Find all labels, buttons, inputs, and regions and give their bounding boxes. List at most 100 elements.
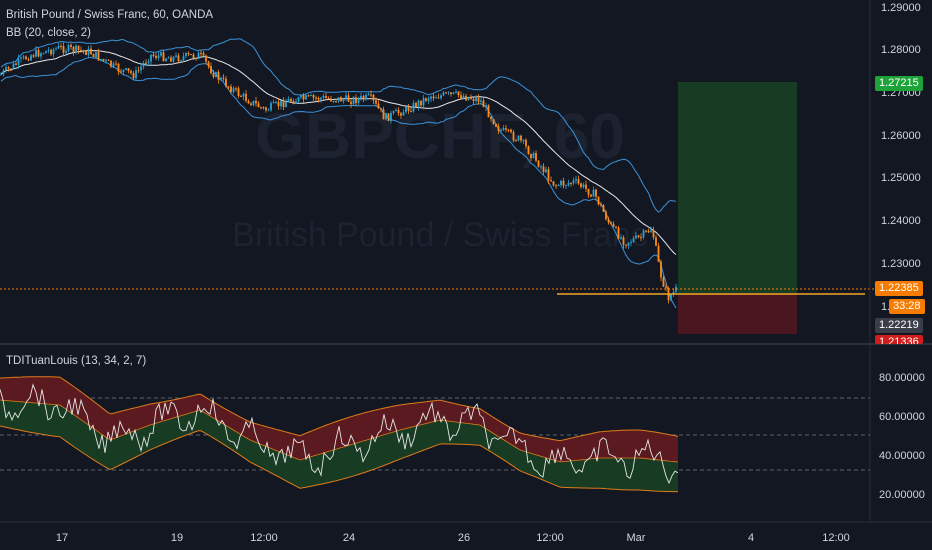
candle — [202, 50, 205, 57]
candle — [332, 100, 335, 104]
oscillator-axis[interactable]: 80.00000 60.00000 40.00000 20.00000 — [879, 372, 925, 501]
candle — [227, 85, 230, 90]
candle — [540, 164, 542, 171]
candle — [505, 124, 507, 133]
candle — [145, 59, 147, 66]
price-tick: 1.23000 — [881, 258, 921, 270]
tdi-indicator-label[interactable]: TDITuanLouis (13, 34, 2, 7) — [6, 355, 147, 367]
candle — [355, 94, 357, 107]
candle — [237, 86, 240, 99]
candle — [445, 91, 447, 94]
candle — [102, 58, 105, 62]
candle — [490, 115, 492, 122]
candle — [595, 188, 597, 201]
candle — [130, 69, 132, 76]
candle — [572, 177, 575, 186]
candle — [422, 94, 425, 110]
time-axis[interactable]: 17 19 12:00 24 26 12:00 Mar 4 12:00 — [56, 532, 850, 544]
tdi-rsi-line — [0, 383, 679, 485]
time-tick: 12:00 — [536, 532, 564, 544]
candle — [530, 153, 532, 162]
candle — [270, 101, 272, 112]
stop-price-tag: 1.21336 — [875, 335, 923, 344]
candle — [325, 92, 327, 99]
candle — [80, 46, 82, 53]
time-tick: 24 — [343, 532, 355, 544]
candle — [185, 52, 187, 59]
candle — [357, 96, 360, 107]
candle — [500, 128, 502, 134]
candle — [72, 45, 75, 56]
candle — [350, 98, 352, 108]
candle — [22, 54, 25, 60]
candle — [462, 93, 465, 99]
candle — [550, 176, 552, 182]
candle — [192, 52, 195, 61]
tdi-lower-zone — [0, 400, 678, 492]
candle — [662, 275, 665, 288]
candle — [40, 51, 42, 60]
candle — [115, 60, 117, 66]
candle — [82, 49, 85, 55]
candle — [360, 92, 362, 101]
candle — [122, 69, 125, 76]
candle — [252, 100, 255, 107]
candle — [525, 138, 527, 149]
candle — [562, 177, 565, 189]
tdi-upper-zone — [0, 376, 678, 462]
candle — [215, 71, 217, 78]
candle — [420, 100, 422, 107]
candle — [97, 48, 100, 61]
candle — [235, 86, 237, 92]
candle — [150, 54, 152, 66]
price-axis[interactable]: 1.29000 1.28000 1.27000 1.26000 1.25000 … — [881, 2, 921, 313]
candle — [85, 49, 87, 56]
candle — [100, 58, 102, 62]
candle — [67, 43, 70, 53]
candle — [77, 45, 80, 54]
target-zone[interactable] — [678, 82, 797, 294]
candle — [232, 86, 235, 95]
candle — [180, 59, 182, 63]
bb-indicator-label[interactable]: BB (20, close, 2) — [6, 27, 92, 39]
candle — [257, 101, 260, 108]
candle — [370, 90, 372, 98]
candle — [452, 92, 455, 95]
stop-zone[interactable] — [678, 294, 797, 334]
candle — [455, 89, 457, 94]
candle — [602, 203, 605, 213]
candle — [582, 182, 585, 189]
candle — [392, 110, 395, 116]
candle — [672, 288, 675, 298]
candle — [50, 48, 52, 56]
candle — [535, 150, 537, 163]
time-tick: 4 — [748, 532, 754, 544]
candle — [620, 234, 622, 240]
time-tick: 19 — [171, 532, 183, 544]
candle — [625, 244, 627, 249]
candle — [565, 184, 567, 190]
candle — [275, 100, 277, 104]
candle — [70, 43, 72, 50]
time-tick: 12:00 — [822, 532, 850, 544]
candle — [247, 99, 250, 104]
candle — [517, 135, 520, 142]
candle — [330, 95, 332, 103]
candle — [262, 106, 265, 110]
candle — [17, 54, 20, 69]
candle — [205, 54, 207, 65]
candle — [367, 92, 370, 96]
candle — [447, 91, 450, 96]
price-tick: 1.24000 — [881, 215, 921, 227]
price-tick: 1.29000 — [881, 2, 921, 14]
candle — [542, 163, 545, 175]
candle — [575, 175, 577, 185]
symbol-title[interactable]: British Pound / Swiss Franc, 60, OANDA — [6, 9, 214, 21]
candle — [450, 91, 452, 97]
candle — [560, 179, 562, 188]
candle — [395, 107, 397, 112]
oscillator-tick: 60.00000 — [879, 411, 925, 423]
candle — [327, 96, 330, 100]
candle — [240, 94, 242, 97]
